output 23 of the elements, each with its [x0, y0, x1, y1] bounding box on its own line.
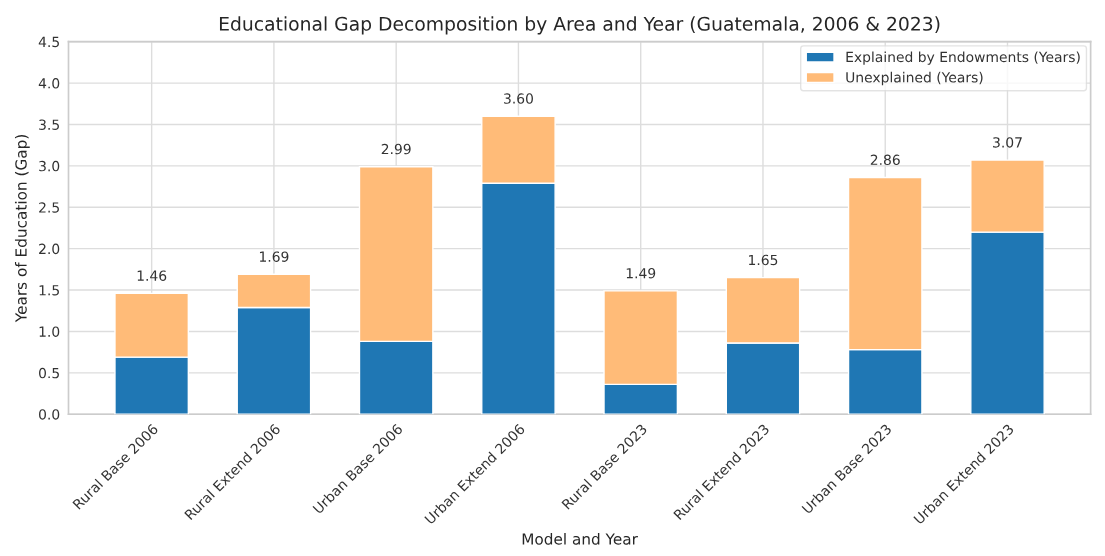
chart-title: Educational Gap Decomposition by Area and Year (Guatemala, 2006 & 2023): [219, 16, 940, 35]
y-tick-label: 3.0: [39, 160, 60, 172]
legend-label: Unexplained (Years): [846, 71, 983, 86]
total-label: 1.46: [137, 270, 167, 281]
y-tick-label: 2.0: [39, 243, 60, 255]
legend-label: Explained by Endowments (Years): [846, 51, 1080, 65]
total-label: 1.69: [259, 251, 289, 262]
total-label: 2.99: [381, 143, 411, 155]
total-label: 1.65: [749, 254, 778, 266]
y-axis-title: Years of Education (Gap): [14, 135, 30, 323]
y-tick-label: 1.0: [39, 326, 60, 337]
total-label: 2.86: [870, 154, 900, 166]
total-label: 1.49: [626, 267, 656, 279]
x-axis-title: Model and Year: [522, 532, 638, 545]
y-tick-label: 2.5: [39, 202, 59, 213]
y-tick-label: 3.5: [39, 119, 59, 130]
y-tick-label: 4.5: [38, 36, 59, 48]
total-label: 3.07: [993, 137, 1022, 148]
y-tick-label: 0.0: [39, 409, 60, 420]
y-tick-label: 0.5: [39, 367, 59, 379]
y-tick-label: 1.5: [39, 285, 59, 296]
y-tick-label: 4.0: [38, 78, 60, 89]
total-label: 3.60: [504, 93, 533, 104]
